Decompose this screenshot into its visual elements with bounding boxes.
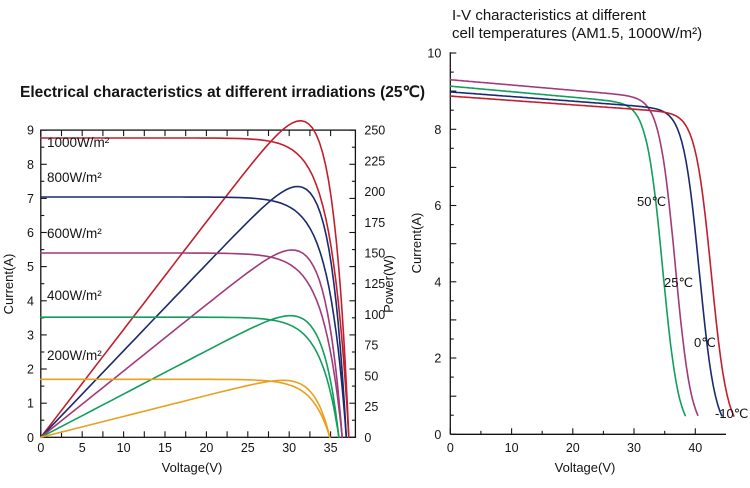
svg-text:200: 200 <box>364 185 385 199</box>
svg-text:Electrical characteristics at: Electrical characteristics at different … <box>20 84 425 101</box>
svg-text:Current(A): Current(A) <box>1 254 16 315</box>
svg-text:3: 3 <box>27 328 34 342</box>
svg-text:30: 30 <box>282 441 296 455</box>
svg-text:2: 2 <box>434 352 441 366</box>
svg-text:15: 15 <box>158 441 172 455</box>
svg-text:75: 75 <box>364 339 378 353</box>
svg-text:50: 50 <box>364 369 378 383</box>
svg-text:Power(W): Power(W) <box>381 255 396 313</box>
svg-text:0: 0 <box>364 431 371 445</box>
svg-text:7: 7 <box>27 192 34 206</box>
svg-text:400W/m²: 400W/m² <box>47 288 102 303</box>
svg-text:10: 10 <box>427 47 441 61</box>
svg-text:175: 175 <box>364 216 385 230</box>
svg-text:200W/m²: 200W/m² <box>47 348 102 363</box>
svg-text:0: 0 <box>434 428 441 442</box>
svg-text:20: 20 <box>566 441 580 455</box>
svg-text:-10℃: -10℃ <box>715 406 748 421</box>
svg-text:Voltage(V): Voltage(V) <box>162 460 223 475</box>
svg-text:25: 25 <box>364 400 378 414</box>
svg-text:Current(A): Current(A) <box>409 213 424 274</box>
svg-text:50℃: 50℃ <box>637 194 666 209</box>
svg-text:0℃: 0℃ <box>694 335 716 350</box>
svg-text:0: 0 <box>447 441 454 455</box>
svg-text:6: 6 <box>27 226 34 240</box>
svg-text:0: 0 <box>37 441 44 455</box>
svg-text:25℃: 25℃ <box>664 275 693 290</box>
svg-text:10: 10 <box>117 441 131 455</box>
svg-text:I-V characteristics at differe: I-V characteristics at different <box>452 7 647 24</box>
svg-text:800W/m²: 800W/m² <box>47 170 102 185</box>
svg-text:30: 30 <box>627 441 641 455</box>
svg-text:4: 4 <box>27 294 34 308</box>
svg-text:5: 5 <box>27 260 34 274</box>
svg-text:20: 20 <box>199 441 213 455</box>
svg-text:225: 225 <box>364 154 385 168</box>
svg-text:40: 40 <box>688 441 702 455</box>
svg-text:cell temperatures (AM1.5, 1000: cell temperatures (AM1.5, 1000W/m²) <box>452 25 702 42</box>
svg-text:4: 4 <box>434 275 441 289</box>
svg-text:0: 0 <box>27 431 34 445</box>
svg-text:Voltage(V): Voltage(V) <box>555 460 616 475</box>
svg-text:250: 250 <box>364 124 385 138</box>
svg-text:8: 8 <box>434 123 441 137</box>
svg-text:1000W/m²: 1000W/m² <box>47 135 110 150</box>
svg-text:600W/m²: 600W/m² <box>47 226 102 241</box>
svg-text:9: 9 <box>27 124 34 138</box>
svg-text:25: 25 <box>241 441 255 455</box>
svg-text:8: 8 <box>27 158 34 172</box>
svg-text:1: 1 <box>27 397 34 411</box>
svg-text:35: 35 <box>324 441 338 455</box>
svg-text:2: 2 <box>27 363 34 377</box>
svg-text:5: 5 <box>79 441 86 455</box>
svg-text:6: 6 <box>434 199 441 213</box>
svg-text:10: 10 <box>505 441 519 455</box>
